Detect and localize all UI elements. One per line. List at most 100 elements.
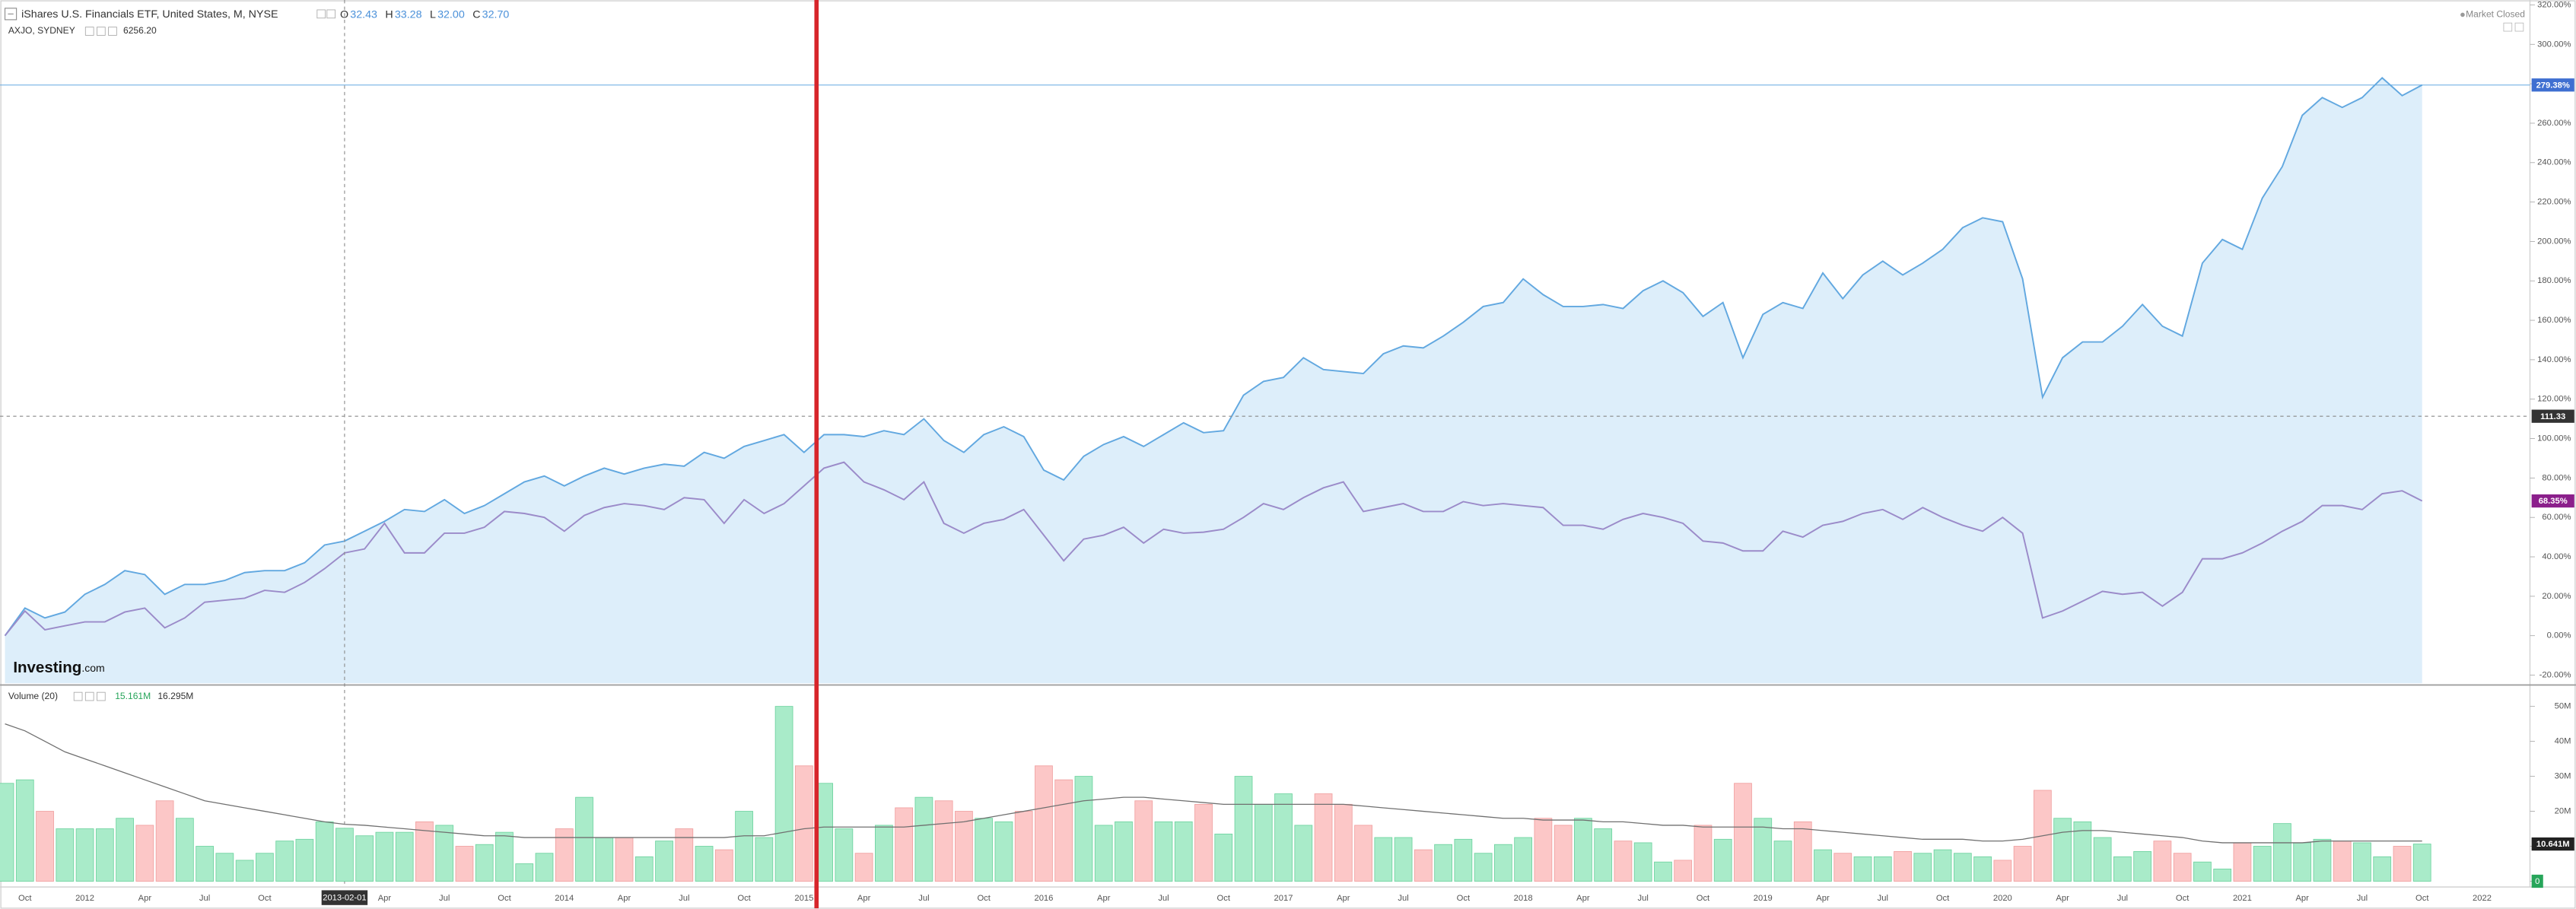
volume-bar [36, 811, 54, 882]
volume-bar [1894, 850, 1912, 882]
chart-title: iShares U.S. Financials ETF, United Stat… [21, 8, 278, 21]
volume-bar [1414, 849, 1433, 882]
compare-value: 6256.20 [123, 25, 157, 36]
volume-bar [1354, 825, 1372, 882]
volume-value: 15.161M [115, 691, 151, 701]
volume-bar [1454, 838, 1473, 882]
ohlc-value: 32.70 [482, 8, 510, 21]
x-tick-label: Oct [737, 894, 751, 903]
volume-bar [2053, 818, 2072, 882]
x-tick-label: Oct [258, 894, 272, 903]
volume-bar [1194, 803, 1213, 882]
volume-bar [2293, 842, 2312, 882]
x-tick-label: Apr [1576, 894, 1590, 903]
x-tick-label: Apr [2056, 894, 2069, 903]
status-dot [2460, 12, 2465, 17]
crosshair-y-label: 111.33 [2540, 412, 2565, 421]
x-tick-label: Oct [1457, 894, 1471, 903]
volume-bar [1074, 776, 1093, 882]
volume-ma-value: 16.295M [157, 691, 193, 701]
logo: Investing.com [13, 659, 104, 676]
volume-bar [1933, 849, 1952, 882]
volume-bar [0, 783, 14, 882]
series-line [4, 461, 2423, 637]
volume-bar [994, 821, 1013, 882]
volume-bar [95, 828, 114, 882]
series-line [4, 77, 2423, 637]
volume-ma-line [5, 723, 2422, 844]
volume-bar [1514, 837, 1533, 882]
remove-icon[interactable] [97, 691, 106, 701]
y-tick-label: 320.00% [2537, 0, 2571, 9]
settings-icon[interactable] [316, 9, 326, 19]
x-tick-label: Jul [1398, 894, 1408, 903]
volume-bar [1134, 800, 1153, 882]
x-tick-label: 2022 [2473, 894, 2492, 903]
x-tick-label: 2015 [794, 894, 813, 903]
volume-bar [1274, 793, 1293, 882]
volume-bar [315, 821, 334, 882]
window-icon[interactable] [2503, 22, 2513, 32]
hide-icon[interactable] [84, 691, 94, 701]
y-tick-label: 220.00% [2537, 198, 2571, 207]
y-tick-label: 140.00% [2537, 355, 2571, 364]
volume-bar [1214, 834, 1233, 882]
volume-bar [175, 818, 194, 882]
volume-bar [794, 765, 813, 882]
volume-bar [2173, 853, 2192, 882]
hide-icon[interactable] [326, 9, 336, 19]
volume-bar [1953, 853, 1972, 882]
volume-bar [475, 844, 494, 882]
x-tick-label: Jul [679, 894, 689, 903]
ohlc-key: C [472, 8, 480, 21]
volume-bar [1554, 825, 1573, 882]
logo-main: Investing [13, 659, 81, 676]
volume-bar [2133, 850, 2152, 882]
volume-bar [2073, 821, 2092, 882]
y-tick-label: 0 [2535, 877, 2539, 886]
x-tick-label: Oct [1697, 894, 1710, 903]
settings-icon[interactable] [73, 691, 83, 701]
remove-icon[interactable] [108, 27, 117, 36]
volume-bar [1174, 821, 1193, 882]
volume-bar [2313, 838, 2332, 882]
volume-bar [1474, 853, 1493, 882]
last-value-label: 279.38% [2536, 81, 2570, 90]
settings-icon[interactable] [84, 27, 94, 36]
logo-suffix: .com [81, 662, 104, 674]
volume-bar [1734, 783, 1752, 882]
hide-icon[interactable] [97, 27, 106, 36]
x-tick-label: 2016 [1034, 894, 1053, 903]
volume-bar [774, 706, 793, 882]
volume-bar [2193, 861, 2212, 882]
collapse-icon[interactable] [4, 8, 17, 21]
volume-bar [336, 828, 354, 882]
volume-bar [1054, 779, 1073, 882]
y-tick-label: 200.00% [2537, 237, 2571, 246]
y-tick-label: 120.00% [2537, 395, 2571, 404]
volume-bar [655, 841, 673, 882]
volume-bar [634, 856, 654, 882]
volume-bar [1094, 825, 1113, 882]
volume-bar [914, 796, 933, 882]
volume-bar [15, 779, 34, 882]
market-status: Market Closed [2466, 9, 2525, 20]
y-tick-label: 20.00% [2542, 592, 2571, 601]
volume-bar [435, 825, 454, 882]
crosshair-y-label-bg [2531, 409, 2574, 423]
window-icon[interactable] [2514, 22, 2524, 32]
volume-bar [215, 853, 234, 882]
x-tick-label: Apr [138, 894, 152, 903]
last-volume-label: 10.641M [2536, 840, 2570, 849]
volume-bar [415, 821, 434, 882]
volume-bar [934, 800, 953, 882]
volume-bar [735, 811, 753, 882]
ohlc-value: 32.43 [350, 8, 377, 21]
volume-bar [1314, 793, 1333, 882]
y-tick-label: 260.00% [2537, 119, 2571, 128]
volume-bar [2093, 837, 2112, 882]
volume-bar [875, 825, 893, 882]
y-tick-label: 100.00% [2537, 434, 2571, 443]
volume-bar [1754, 818, 1773, 882]
volume-bar [1014, 811, 1033, 882]
